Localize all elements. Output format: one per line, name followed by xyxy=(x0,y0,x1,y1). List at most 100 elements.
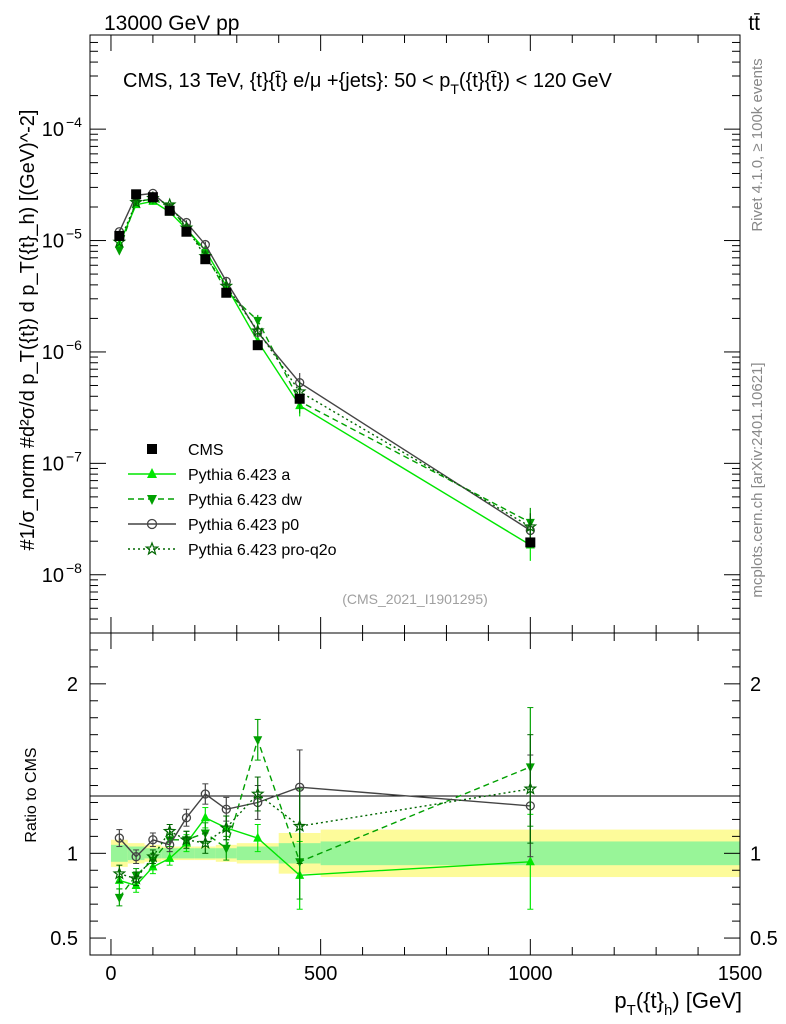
point-pythia-6-423-p0 xyxy=(200,239,210,250)
point-cms xyxy=(294,393,305,404)
plot-title: CMS, 13 TeV, {t}{t̄} e/μ +{jets}: 50 < p… xyxy=(123,70,612,97)
legend-marker-pythia-6-423-p0 xyxy=(146,518,158,530)
main-y-tick-label: 10 xyxy=(42,231,64,253)
rivet-label: Rivet 4.1.0, ≥ 100k events xyxy=(749,58,766,231)
header-process: 13000 GeV pp xyxy=(104,12,239,35)
title-part-3: ({t}{t̄}) < 120 GeV xyxy=(459,70,613,92)
legend-marker-cms xyxy=(147,444,157,454)
legend-marker-pythia-6-423-dw xyxy=(147,495,157,505)
point-cms xyxy=(181,226,192,237)
main-series-group xyxy=(112,188,538,561)
ratio-y-ticks: 0.5 0.5 1 1 2 2 xyxy=(50,632,778,956)
ratio-band-inner xyxy=(236,846,279,861)
ratio-point-pythia-6-423-pro-q2o xyxy=(112,866,127,880)
point-pythia-6-423-dw xyxy=(114,246,124,256)
legend-label-pythia-6-423-dw: Pythia 6.423 dw xyxy=(188,492,302,509)
ratio-line-pythia-6-423-a xyxy=(119,816,531,887)
series-line-pythia-6-423-p0 xyxy=(118,192,531,531)
ratio-x-tick-label: 1500 xyxy=(718,963,763,985)
ratio-band-inner xyxy=(110,844,128,862)
ratio-point-pythia-6-423-pro-q2o xyxy=(179,832,194,846)
point-cms xyxy=(525,537,536,548)
ratio-point-pythia-6-423-pro-q2o xyxy=(146,849,160,863)
ratio-point-pythia-6-423-dw xyxy=(221,844,231,854)
ratio-x-ticks: 0 500 1000 1500 xyxy=(105,633,762,985)
point-cms xyxy=(147,192,158,203)
ratio-point-pythia-6-423-dw xyxy=(114,893,124,903)
ratio-x-tick-label: 500 xyxy=(304,963,337,985)
ratio-point-pythia-6-423-pro-q2o xyxy=(250,786,265,800)
ratio-y-tick-label-left: 1 xyxy=(67,843,78,865)
point-cms xyxy=(200,254,211,265)
point-pythia-6-423-pro-q2o xyxy=(523,519,538,533)
ratio-line-pythia-6-423-pro-q2o xyxy=(119,788,531,880)
xlabel-sub-T: T xyxy=(627,1002,636,1019)
ratio-y-tick-label-right: 1 xyxy=(750,843,761,865)
ratio-series-group xyxy=(112,707,538,910)
ratio-plot-panel: 0.5 0.5 1 1 2 2 0 500 1000 1500 Ratio to CMS pT(… xyxy=(23,632,778,1019)
main-y-tick-exponent: −7 xyxy=(66,448,82,464)
x-axis-label: pT({t}h) [GeV] xyxy=(614,988,742,1019)
title-part-2: } e/μ +{jets}: 50 < p xyxy=(281,70,450,92)
header-final-state: tt̄ xyxy=(748,12,760,35)
ratio-point-pythia-6-423-p0 xyxy=(221,804,231,814)
ratio-point-pythia-6-423-p0 xyxy=(165,840,175,850)
legend: CMS Pythia 6.423 a Pythia 6.423 dw Pythia 6… xyxy=(128,442,337,559)
ratio-point-pythia-6-423-a xyxy=(165,852,175,862)
ratio-x-tick-label: 0 xyxy=(105,963,116,985)
main-y-tick-exponent: −8 xyxy=(66,560,82,576)
ratio-y-tick-label-left: 2 xyxy=(67,674,78,696)
ratio-line-pythia-6-423-dw xyxy=(118,737,531,898)
main-y-tick-label: 10 xyxy=(42,119,64,141)
ratio-point-pythia-6-423-pro-q2o xyxy=(198,835,213,849)
ratio-point-pythia-6-423-pro-q2o xyxy=(129,871,144,885)
analysis-watermark: (CMS_2021_I1901295) xyxy=(342,591,488,607)
title-subscript: T xyxy=(450,81,459,97)
xlabel-unit: ) [GeV] xyxy=(672,988,742,1013)
main-x-ticks xyxy=(110,35,741,633)
main-y-tick-label: 10 xyxy=(42,342,64,364)
series-line-pythia-6-423-a xyxy=(118,200,531,546)
legend-label-pythia-6-423-p0: Pythia 6.423 p0 xyxy=(188,517,299,534)
legend-label-cms: CMS xyxy=(188,442,224,459)
point-cms xyxy=(131,189,142,200)
point-cms xyxy=(164,205,175,216)
ratio-point-pythia-6-423-p0 xyxy=(200,789,210,799)
xlabel-t: ({t} xyxy=(636,988,664,1013)
ratio-point-pythia-6-423-p0 xyxy=(131,852,141,862)
ratio-point-pythia-6-423-p0 xyxy=(181,813,192,823)
ratio-y-tick-label-right: 0.5 xyxy=(750,928,778,950)
main-y-tick-exponent: −5 xyxy=(66,226,82,242)
ratio-y-axis-label: Ratio to CMS xyxy=(23,747,40,842)
series-line-pythia-6-423-pro-q2o xyxy=(118,197,531,528)
ratio-point-pythia-6-423-dw xyxy=(253,736,263,746)
legend-marker-pythia-6-423-pro-q2o xyxy=(144,541,160,556)
point-cms xyxy=(221,287,232,298)
ratio-point-pythia-6-423-a xyxy=(253,832,263,842)
title-tbar: t̄ xyxy=(275,70,281,92)
ratio-point-pythia-6-423-p0 xyxy=(148,835,158,845)
ratio-y-tick-label-left: 0.5 xyxy=(50,928,78,950)
series-line-pythia-6-423-dw xyxy=(118,198,531,524)
legend-label-pythia-6-423-pro-q2o: Pythia 6.423 pro-q2o xyxy=(188,542,337,559)
main-y-tick-label: 10 xyxy=(42,565,64,587)
ratio-plot-frame xyxy=(89,632,741,956)
main-y-tick-label: 10 xyxy=(42,453,64,475)
point-pythia-6-423-dw xyxy=(253,316,263,326)
ratio-x-tick-label: 1000 xyxy=(508,963,553,985)
ratio-point-pythia-6-423-pro-q2o xyxy=(219,820,234,834)
legend-marker-pythia-6-423-a xyxy=(147,468,157,478)
mcplots-label: mcplots.cern.ch [arXiv:2401.10621] xyxy=(749,362,766,597)
point-cms xyxy=(252,340,263,351)
ratio-point-pythia-6-423-pro-q2o xyxy=(523,781,538,795)
main-y-axis-label: #1/σ_norm #d²σ/d p_T({t}) d p_T({t}_h) [… xyxy=(17,110,39,551)
main-y-tick-exponent: −6 xyxy=(66,337,82,353)
legend-label-pythia-6-423-a: Pythia 6.423 a xyxy=(188,467,290,484)
ratio-point-pythia-6-423-a xyxy=(200,812,210,822)
point-cms xyxy=(114,230,125,241)
ratio-y-tick-label-right: 2 xyxy=(750,674,761,696)
ratio-point-pythia-6-423-p0 xyxy=(114,833,125,843)
ratio-point-pythia-6-423-a xyxy=(525,856,535,866)
ratio-point-pythia-6-423-pro-q2o xyxy=(292,818,307,832)
